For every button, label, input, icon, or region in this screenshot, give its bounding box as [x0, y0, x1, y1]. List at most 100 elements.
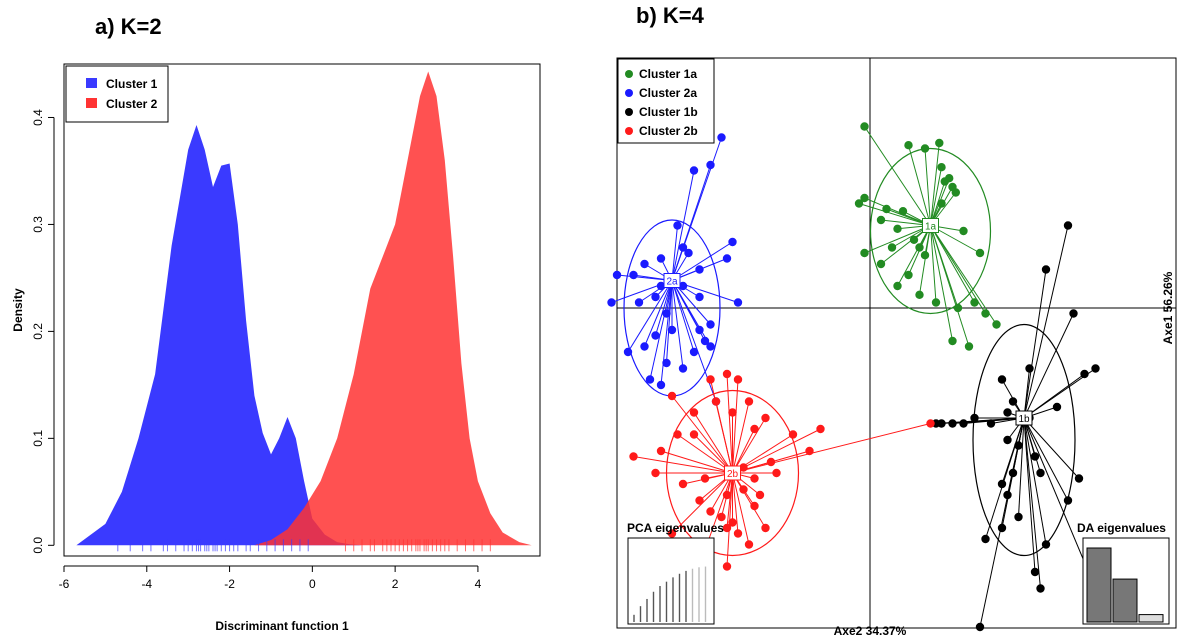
- x-tick-label: -6: [59, 577, 70, 591]
- data-point: [945, 174, 954, 183]
- spoke-line: [930, 167, 942, 226]
- data-point: [953, 303, 963, 313]
- legend-label: Cluster 1: [106, 77, 158, 91]
- data-point: [706, 320, 715, 329]
- data-point: [656, 254, 666, 263]
- legend-label: Cluster 1b: [639, 105, 698, 119]
- data-point: [662, 309, 671, 318]
- data-point: [909, 235, 919, 244]
- legend-box: [65, 65, 169, 123]
- data-point: [678, 364, 688, 373]
- spoke-line: [979, 417, 1025, 628]
- legend-swatch: [86, 78, 97, 88]
- data-point: [744, 397, 754, 406]
- spoke-line: [919, 225, 931, 295]
- data-point: [997, 479, 1007, 489]
- data-point: [750, 501, 759, 511]
- data-point: [997, 375, 1007, 384]
- data-point: [722, 490, 732, 500]
- spoke-line: [732, 417, 766, 474]
- data-point: [678, 479, 688, 489]
- spoke-line: [930, 225, 937, 303]
- y-tick-label: 0.0: [31, 537, 45, 554]
- data-point: [1091, 364, 1100, 373]
- data-point: [673, 430, 682, 439]
- data-point: [678, 281, 688, 291]
- data-point: [860, 122, 869, 131]
- data-point: [970, 413, 979, 423]
- legend-label: Cluster 1a: [639, 67, 697, 81]
- spoke-line: [1018, 417, 1025, 518]
- data-point: [656, 281, 666, 291]
- data-point: [1036, 468, 1045, 478]
- data-point: [706, 375, 715, 384]
- spoke-line: [644, 280, 673, 347]
- legend-marker: [625, 70, 633, 78]
- spoke-line: [1023, 417, 1069, 501]
- data-point: [920, 144, 930, 153]
- x-tick-label: 2: [392, 577, 399, 591]
- data-point: [920, 251, 930, 260]
- plot-frame: [616, 57, 1177, 629]
- data-point: [959, 226, 968, 236]
- data-point: [689, 408, 699, 417]
- data-point: [761, 523, 770, 533]
- data-point: [1063, 496, 1073, 505]
- data-point: [684, 248, 693, 258]
- spoke-line: [660, 280, 673, 386]
- spoke-line: [671, 280, 684, 369]
- data-point: [728, 408, 737, 417]
- data-point: [689, 430, 699, 439]
- data-point: [805, 446, 814, 456]
- data-point: [651, 292, 660, 302]
- data-point: [1014, 512, 1023, 522]
- spoke-line: [732, 472, 739, 534]
- data-point: [970, 298, 979, 307]
- centroid-box: [724, 465, 741, 481]
- spoke-line: [671, 395, 733, 474]
- panel-b-title: b) K=4: [636, 3, 704, 28]
- panel-a-title: a) K=2: [95, 14, 162, 39]
- data-point: [651, 331, 660, 340]
- data-point: [739, 485, 748, 494]
- data-point: [651, 468, 660, 478]
- data-point: [935, 138, 944, 148]
- spoke-line: [1023, 269, 1047, 419]
- data-point: [882, 204, 891, 214]
- data-point: [1080, 369, 1089, 379]
- spoke-line: [655, 280, 673, 336]
- pca-inset-title: PCA eigenvalues: [627, 521, 724, 535]
- spoke-line: [1023, 417, 1036, 573]
- data-point: [667, 325, 677, 335]
- data-point: [656, 380, 666, 390]
- x-axis-label: Discriminant function 1: [215, 619, 349, 633]
- data-point: [700, 474, 710, 483]
- data-point: [981, 309, 990, 318]
- data-point: [997, 523, 1007, 533]
- data-point: [926, 419, 935, 428]
- density-area-1: [76, 125, 363, 546]
- spoke-line: [715, 401, 733, 474]
- data-point: [711, 397, 721, 406]
- data-point: [634, 298, 644, 307]
- centroid-box: [922, 218, 939, 233]
- data-point: [964, 342, 974, 351]
- data-point: [744, 540, 754, 549]
- data-point: [937, 163, 946, 172]
- data-point: [706, 507, 715, 516]
- spoke-line: [1023, 417, 1047, 545]
- centroid-box: [1015, 410, 1033, 426]
- data-point: [612, 270, 622, 280]
- x-tick-label: 0: [309, 577, 316, 591]
- spoke-line: [924, 148, 931, 226]
- cluster-ellipse: [972, 323, 1076, 557]
- spoke-line: [660, 450, 733, 474]
- spoke-line: [864, 225, 931, 254]
- data-point: [673, 221, 682, 230]
- data-point: [717, 133, 726, 142]
- da-eigen-bar: [1138, 614, 1164, 623]
- data-point: [860, 248, 869, 258]
- data-point: [904, 270, 913, 280]
- data-point: [915, 243, 924, 252]
